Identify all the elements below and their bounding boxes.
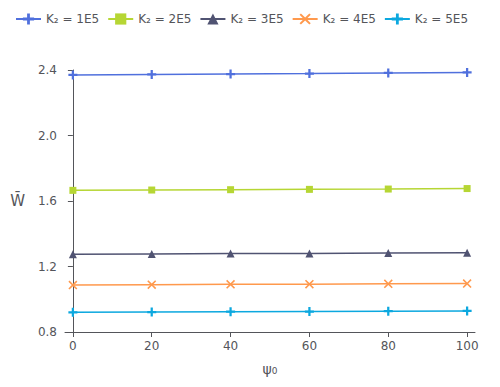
svg-text:1.2: 1.2 [38,260,57,274]
svg-text:20: 20 [144,339,159,353]
svg-text:80: 80 [381,339,396,353]
svg-text:K₂ = 2E5: K₂ = 2E5 [138,12,191,26]
svg-text:40: 40 [223,339,238,353]
svg-text:2.0: 2.0 [38,129,57,143]
svg-text:K₂ = 5E5: K₂ = 5E5 [415,12,468,26]
svg-text:ψ₀: ψ₀ [263,361,278,377]
svg-text:K₂ = 3E5: K₂ = 3E5 [230,12,283,26]
svg-text:0.8: 0.8 [38,325,57,339]
svg-text:K₂ = 4E5: K₂ = 4E5 [323,12,376,26]
svg-text:100: 100 [456,339,479,353]
svg-text:W̄: W̄ [10,191,25,210]
svg-text:0: 0 [69,339,77,353]
svg-text:K₂ = 1E5: K₂ = 1E5 [46,12,99,26]
svg-text:60: 60 [302,339,317,353]
svg-text:2.4: 2.4 [38,63,57,77]
svg-text:1.6: 1.6 [38,194,57,208]
